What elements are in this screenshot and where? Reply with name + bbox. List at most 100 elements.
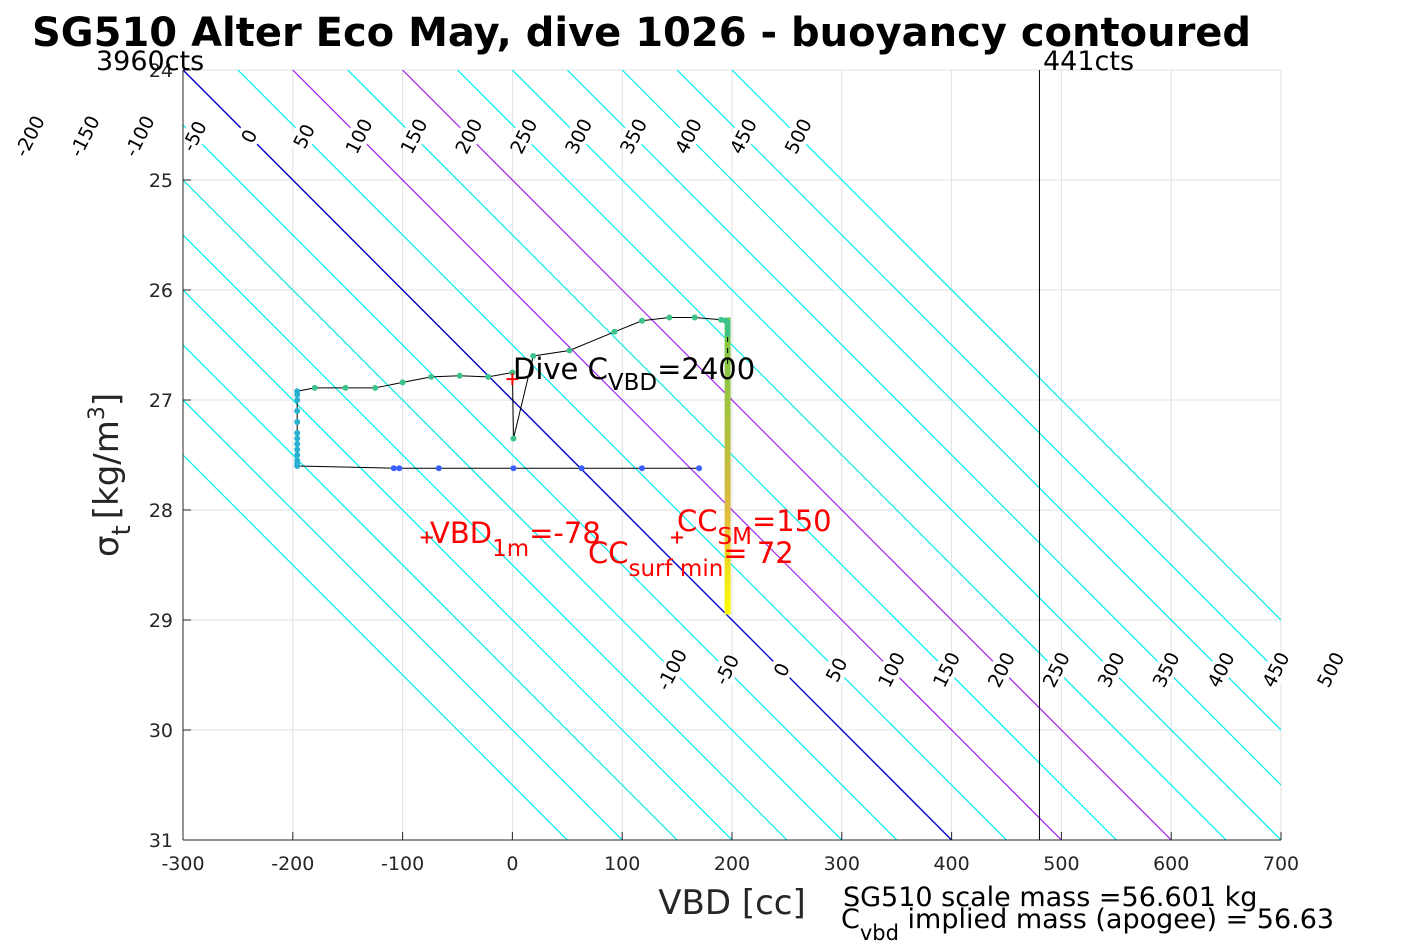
data-point [724,331,731,337]
contour-label-bg [342,118,375,154]
x-tick-label: 200 [714,853,750,875]
x-tick-label: 400 [933,853,969,875]
y-tick-label: 26 [149,280,173,302]
data-point [294,435,301,442]
contour-label: -150 [65,112,104,160]
cc-sm-sub: SM [718,524,752,550]
data-point [294,452,301,458]
data-point [294,419,301,425]
vbd-1m-value: =-78 [529,516,601,550]
x-tick-label: 700 [1263,853,1299,875]
contour-label-bg [562,118,595,154]
y-label-sigma: σ [87,535,127,557]
y-label-sub: t [107,525,137,535]
contour-label-bg [232,118,266,154]
data-point [566,347,573,354]
y-label-exp: 3 [85,406,110,420]
top-left-counts-label: 3960cts [96,46,204,77]
contour-label-bg [1259,652,1292,687]
data-point [294,408,301,414]
contour-line [183,344,678,840]
data-point [666,314,673,321]
vbd-1m-main: VBD [430,516,492,550]
contour-label-bg [122,118,156,154]
contour-label-bg [397,118,430,154]
data-point [294,388,301,395]
data-point [485,373,492,380]
descent-trace [724,317,731,615]
data-point [509,369,516,376]
data-point [294,430,301,436]
contour-label: -100 [120,112,159,160]
data-point [691,314,698,321]
contour-line [183,289,733,840]
cc-surf-main: CC [588,536,629,570]
implied-mass-sub: vbd [860,921,899,945]
contour-line [456,70,1227,840]
scale-mass-annotation: SG510 scale mass =56.601 kg [843,882,1257,913]
y-tick-label: 30 [149,720,173,742]
contour-label-bg [617,118,650,154]
y-tick-label: 25 [149,170,173,192]
x-tick-label: 300 [824,853,860,875]
contour-label-bg [452,118,485,154]
x-tick-label: 600 [1153,853,1189,875]
data-point [611,328,618,335]
contour-label-bg [1204,652,1237,687]
cc-sm-main: CC [677,504,718,538]
contour-label-bg [13,118,46,154]
x-tick-label: 100 [604,853,640,875]
dive-cvbd-sub: VBD [608,370,657,396]
x-tick-label: 500 [1043,853,1079,875]
contour-label-bg [984,652,1018,687]
contour-label-bg [820,652,853,687]
data-point [530,353,537,359]
data-point [724,364,731,370]
contour-label-bg [177,118,211,154]
implied-mass-annotation: Cvbd implied mass (apogee) = 56.63 [841,904,1334,945]
data-point [294,397,301,403]
data-point [311,384,318,391]
cc-surf-sub: surf min [629,556,724,582]
data-point [638,317,645,324]
contour-label-bg [726,118,760,154]
contour-line [621,70,1281,731]
contour-line [291,70,1063,840]
contour-line [511,70,1281,840]
x-tick-label: -200 [271,853,314,875]
contour-line [183,454,569,840]
data-point [510,435,517,442]
contour-label-bg [710,652,743,687]
contour-line [183,70,953,840]
x-tick-label: 0 [506,853,518,875]
contour-label-bg [1149,652,1182,687]
data-point [435,465,442,472]
x-tick-label: -100 [381,853,424,875]
svg-text:σt[kg/m3]: σt [kg/m3] [85,393,137,557]
x-axis-label: VBD [cc] [658,883,806,923]
data-point [390,465,397,472]
cast-trace [294,314,731,615]
data-point [510,465,517,472]
data-point [638,465,645,472]
contour-label-bg [507,118,540,154]
data-point [696,465,703,472]
contour-line [183,124,898,840]
data-point [294,457,301,464]
contour-line [731,70,1281,621]
contour-line [401,70,1173,840]
contour-line [183,179,843,840]
contour-label-bg [875,652,908,687]
contour-line [676,70,1281,676]
contour-label-bg [1094,652,1127,687]
y-tick-label: 28 [149,500,173,522]
cc-surf-min-annotation: CCsurf min= 72 [588,536,794,582]
contour-line [237,70,1008,840]
data-point [372,384,379,391]
data-point [578,465,585,472]
dive-cvbd-annotation: Dive CVBD=2400 [513,352,755,396]
chart-title: SG510 Alter Eco May, dive 1026 - buoyanc… [32,10,1251,56]
y-tick-label: 24 [149,60,173,82]
data-point [294,441,301,447]
data-point [456,372,463,379]
